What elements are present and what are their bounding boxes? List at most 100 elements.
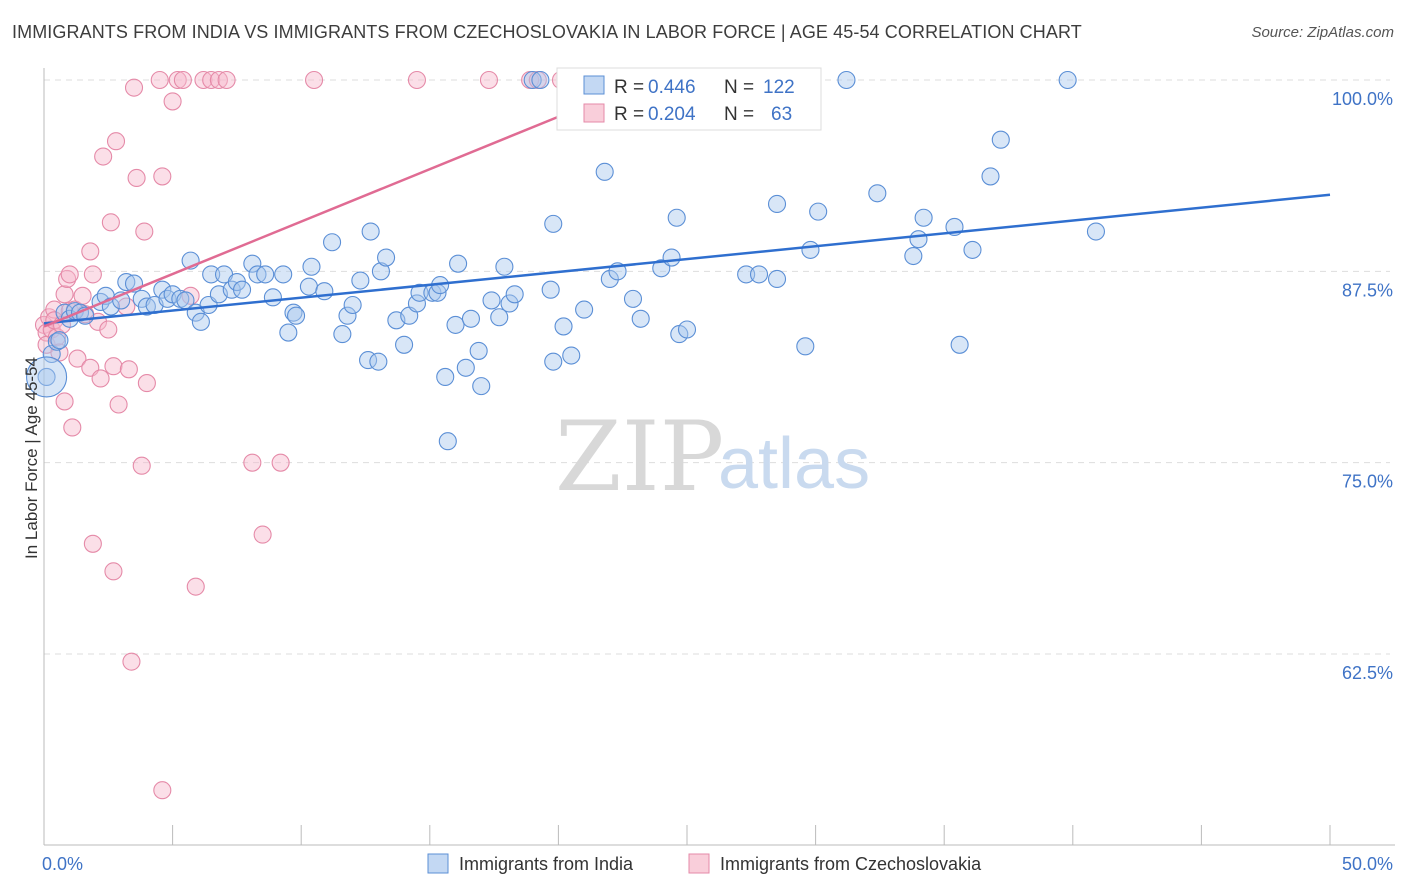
point-india	[191, 312, 210, 331]
point-czechoslovakia	[99, 320, 118, 339]
legend-swatch-czech	[583, 103, 605, 123]
point-india	[469, 341, 488, 360]
point-india	[500, 294, 519, 313]
point-india	[369, 352, 388, 371]
point-czechoslovakia	[101, 213, 120, 232]
point-czechoslovakia	[60, 265, 79, 284]
x-tick-label: 0.0%	[42, 854, 83, 874]
point-india	[600, 269, 619, 289]
y-tick-labels: 62.5% 75.0% 87.5% 100.0%	[1332, 89, 1393, 683]
bottom-legend-label-india: Immigrants from India	[459, 854, 634, 874]
point-india	[407, 294, 426, 313]
point-india	[256, 265, 275, 284]
point-czechoslovakia	[137, 374, 156, 393]
point-india	[137, 297, 156, 316]
legend-r-value-india: 0.446	[648, 77, 696, 98]
point-czechoslovakia	[73, 286, 92, 305]
point-czechoslovakia	[135, 222, 154, 241]
point-india	[981, 167, 1000, 186]
point-india	[274, 265, 293, 284]
point-india	[562, 346, 581, 365]
point-czechoslovakia	[81, 242, 100, 261]
point-india	[544, 352, 563, 371]
point-india	[505, 285, 524, 304]
point-india	[50, 331, 69, 350]
bottom-legend: Immigrants from India Immigrants from Cz…	[427, 853, 982, 874]
point-india	[1086, 222, 1105, 241]
point-india	[117, 272, 136, 292]
point-india	[809, 202, 828, 221]
point-czechoslovakia	[106, 132, 126, 151]
point-india	[837, 70, 856, 90]
point-czechoslovakia	[202, 70, 221, 90]
point-india	[377, 248, 396, 267]
gridlines	[44, 79, 1390, 655]
point-india	[595, 162, 614, 181]
point-india	[677, 320, 697, 339]
point-czechoslovakia	[55, 392, 74, 411]
y-tick-label: 87.5%	[1342, 280, 1393, 300]
point-india	[323, 233, 342, 252]
legend-swatch-india	[583, 75, 605, 95]
point-czechoslovakia	[217, 70, 236, 90]
point-czechoslovakia	[104, 562, 123, 581]
point-india	[438, 432, 457, 451]
point-czechoslovakia	[153, 781, 172, 800]
point-czechoslovakia	[150, 70, 169, 90]
point-czechoslovakia	[119, 360, 138, 379]
point-czechoslovakia	[83, 265, 102, 284]
point-india	[351, 271, 370, 290]
axes	[43, 68, 1395, 846]
point-czechoslovakia	[127, 168, 146, 188]
point-india	[243, 254, 262, 273]
point-czechoslovakia	[209, 70, 228, 90]
series-czechoslovakia	[34, 70, 589, 800]
trend-line-czechoslovakia	[43, 115, 559, 328]
point-czechoslovakia	[109, 395, 128, 414]
watermark: ZIP atlas	[555, 401, 870, 513]
point-india	[963, 240, 982, 259]
bottom-legend-swatch-czech	[688, 853, 710, 874]
point-india	[490, 308, 509, 327]
point-india	[361, 222, 380, 241]
point-india	[767, 269, 787, 289]
point-india	[287, 306, 306, 325]
trend-line-india	[43, 193, 1331, 325]
point-india	[395, 335, 414, 354]
point-czechoslovakia	[163, 92, 182, 111]
y-tick-label: 75.0%	[1342, 472, 1393, 492]
y-axis-title: In Labor Force | Age 45-54	[22, 357, 41, 559]
point-czechoslovakia	[407, 70, 426, 90]
y-tick-label: 62.5%	[1342, 663, 1393, 683]
point-czechoslovakia	[104, 357, 123, 376]
point-india	[302, 257, 321, 276]
point-czechoslovakia	[243, 453, 262, 472]
point-czechoslovakia	[479, 70, 499, 90]
point-india	[544, 214, 563, 233]
legend: R = 0.446 N = 122 R = 0.204 N = 63	[556, 67, 822, 131]
point-india	[991, 130, 1010, 149]
point-czechoslovakia	[168, 70, 187, 90]
x-tick-labels: 0.0% 50.0%	[42, 854, 1393, 874]
trend-lines	[43, 115, 1331, 328]
point-india	[801, 240, 820, 259]
point-czechoslovakia	[305, 70, 324, 90]
point-india	[554, 317, 573, 336]
point-india	[482, 291, 501, 310]
point-india	[909, 230, 928, 249]
legend-n-label-india: N =	[724, 77, 754, 98]
watermark-atlas: atlas	[718, 424, 870, 504]
legend-r-label-czech: R =	[614, 104, 644, 125]
point-india	[371, 262, 390, 281]
point-india	[523, 70, 542, 90]
point-india	[343, 295, 362, 315]
chart-source: Source: ZipAtlas.com	[1251, 24, 1394, 41]
point-india	[904, 246, 923, 266]
legend-r-value-czech: 0.204	[648, 104, 696, 125]
point-czechoslovakia	[45, 300, 64, 319]
point-india	[868, 184, 887, 203]
point-india	[248, 265, 267, 284]
point-india	[263, 288, 282, 307]
point-czechoslovakia	[124, 78, 144, 97]
